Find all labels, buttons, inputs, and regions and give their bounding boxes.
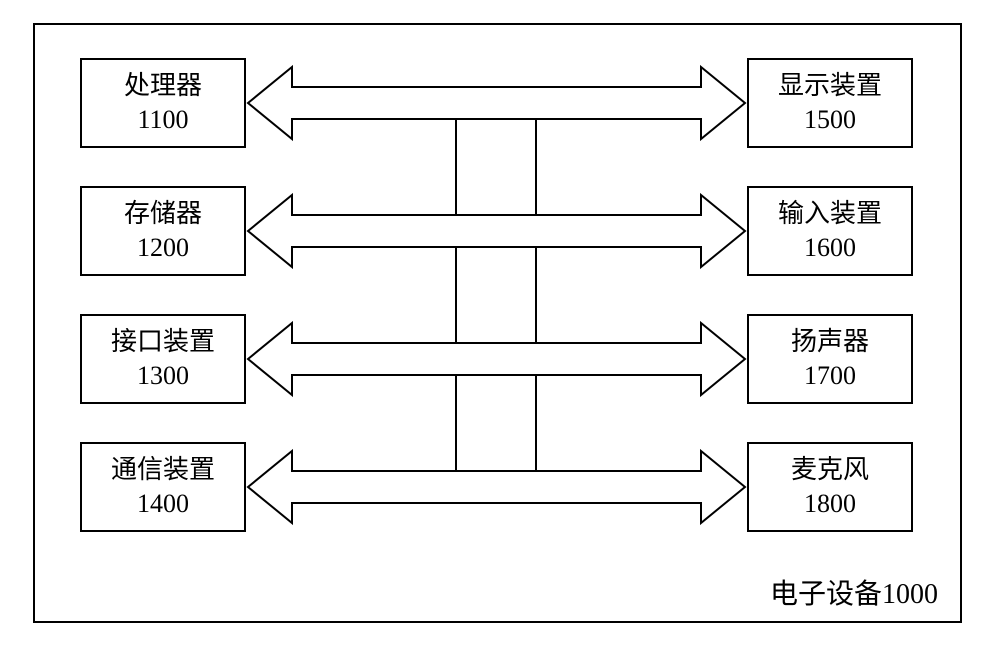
node-mem: 存储器1200 xyxy=(80,186,246,276)
diagram-canvas: 电子设备1000 处理器1100 存储器1200 接口装置1300 通信装置1400 显… xyxy=(0,0,1000,647)
node-label: 显示装置 xyxy=(778,69,882,103)
node-code: 1600 xyxy=(804,231,856,265)
node-label: 扬声器 xyxy=(791,325,869,359)
node-code: 1200 xyxy=(137,231,189,265)
node-code: 1500 xyxy=(804,103,856,137)
device-caption: 电子设备1000 xyxy=(770,572,938,612)
node-label: 处理器 xyxy=(124,69,202,103)
node-code: 1400 xyxy=(137,487,189,521)
node-label: 接口装置 xyxy=(111,325,215,359)
node-spk: 扬声器1700 xyxy=(747,314,913,404)
node-mic: 麦克风1800 xyxy=(747,442,913,532)
node-label: 存储器 xyxy=(124,197,202,231)
node-code: 1800 xyxy=(804,487,856,521)
node-code: 1700 xyxy=(804,359,856,393)
node-iface: 接口装置1300 xyxy=(80,314,246,404)
node-cpu: 处理器1100 xyxy=(80,58,246,148)
node-comm: 通信装置1400 xyxy=(80,442,246,532)
device-caption-text: 电子设备1000 xyxy=(770,579,938,610)
node-label: 输入装置 xyxy=(778,197,882,231)
node-label: 麦克风 xyxy=(791,453,869,487)
node-code: 1300 xyxy=(137,359,189,393)
node-disp: 显示装置1500 xyxy=(747,58,913,148)
node-code: 1100 xyxy=(137,103,188,137)
node-input: 输入装置1600 xyxy=(747,186,913,276)
node-label: 通信装置 xyxy=(111,453,215,487)
